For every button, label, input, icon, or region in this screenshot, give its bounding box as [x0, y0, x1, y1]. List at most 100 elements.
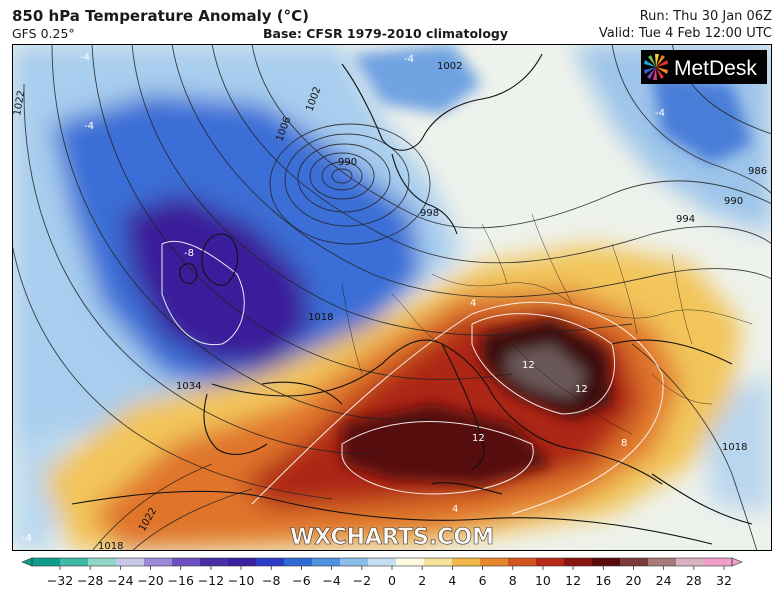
legend-tick-label: 8 — [509, 573, 517, 588]
legend-color-segment — [648, 558, 677, 566]
anomaly-label: -4 — [22, 533, 32, 544]
run-time-label: Run: Thu 30 Jan 06Z — [639, 9, 772, 24]
legend-tick-label: 32 — [716, 573, 732, 588]
anomaly-label: -8 — [184, 248, 194, 259]
legend-tick-label: 4 — [448, 573, 456, 588]
legend-color-segment — [60, 558, 89, 566]
color-legend: −32 −28 −24 −20 −16 −12 −10 −8 −6 −4 −2 0 2 4 6 8 10 12 16… — [21, 557, 743, 588]
cold-patch-east — [652, 74, 752, 164]
legend-color-segment — [172, 558, 201, 566]
isobar-label: 1018 — [722, 442, 747, 453]
isobar-label: 990 — [338, 157, 357, 168]
legend-tick-label: −24 — [107, 573, 133, 588]
isobar-label: 1034 — [176, 381, 201, 392]
isobar-label: 986 — [748, 166, 767, 177]
legend-tick-label: 20 — [626, 573, 642, 588]
legend-color-segment — [704, 558, 733, 566]
legend-outline — [31, 557, 733, 567]
anomaly-label: -4 — [655, 108, 665, 119]
legend-color-segment — [200, 558, 229, 566]
isobar-label: 1018 — [98, 541, 123, 551]
isobar-label: 998 — [420, 208, 439, 219]
legend-tick-label: −10 — [228, 573, 254, 588]
peak-anomaly-patch — [507, 344, 587, 399]
legend-color-segment — [116, 558, 145, 566]
anomaly-label: 4 — [452, 504, 458, 515]
metdesk-logo-text: MetDesk — [674, 57, 757, 80]
isobar-label: 1022 — [12, 90, 27, 117]
chart-title: 850 hPa Temperature Anomaly (°C) — [12, 7, 309, 25]
legend-color-segment — [424, 558, 453, 566]
deep-cold-core — [122, 194, 312, 364]
isobar-lines — [12, 44, 772, 551]
legend-tick-label: 2 — [418, 573, 426, 588]
anomaly-label: 8 — [621, 438, 627, 449]
legend-tick-label: −2 — [353, 573, 371, 588]
country-borders — [341, 213, 753, 435]
legend-tick-label: 28 — [686, 573, 702, 588]
legend-color-segment — [32, 558, 61, 566]
legend-tick-label: −16 — [168, 573, 194, 588]
coastlines — [71, 53, 753, 545]
isobar-label: 990 — [724, 196, 743, 207]
legend-color-segment — [564, 558, 593, 566]
legend-color-segment — [592, 558, 621, 566]
metdesk-logo: MetDesk — [641, 50, 767, 84]
anomaly-map: 1022 1002 1006 1002 990 998 1018 1034 99… — [12, 44, 772, 551]
legend-tick-label: −12 — [198, 573, 224, 588]
anomaly-label: 12 — [472, 433, 485, 444]
legend-tick-label: 10 — [535, 573, 551, 588]
legend-tick-label: −6 — [292, 573, 310, 588]
legend-arrow-right — [731, 557, 743, 567]
legend-color-segment — [508, 558, 537, 566]
map-frame — [12, 44, 772, 551]
legend-color-segment — [620, 558, 649, 566]
legend-color-segment — [368, 558, 397, 566]
model-label: GFS 0.25° — [12, 26, 75, 41]
legend-tick-label: −4 — [322, 573, 340, 588]
legend-tick-label: −32 — [47, 573, 73, 588]
legend-color-segment — [284, 558, 313, 566]
anomaly-label: -4 — [84, 121, 94, 132]
legend-tick-label: 12 — [565, 573, 581, 588]
legend-color-segment — [480, 558, 509, 566]
legend-tick-group: −32 −28 −24 −20 −16 −12 −10 −8 −6 −4 −2 0 2 4 6 8 10 12 16… — [47, 566, 732, 588]
legend-tick-label: −20 — [137, 573, 163, 588]
metdesk-logo-icon — [644, 54, 668, 80]
anomaly-label-group: -4 -4 -4 -8 4 12 12 12 8 4 -4 -4 — [22, 52, 665, 544]
anomaly-label: -4 — [404, 54, 414, 65]
legend-color-segment — [312, 558, 341, 566]
extreme-core-mediterranean — [342, 404, 552, 484]
legend-color-bar — [21, 557, 743, 567]
cool-region-southwest — [12, 424, 72, 551]
legend-tick-label: 0 — [388, 573, 396, 588]
legend-tick-label: 24 — [656, 573, 672, 588]
base-climatology-label: Base: CFSR 1979-2010 climatology — [263, 26, 509, 41]
isobar-label: 994 — [676, 214, 695, 225]
legend-color-segment — [452, 558, 481, 566]
cool-patch-scandinavia — [352, 44, 482, 114]
legend-color-segment — [144, 558, 173, 566]
legend-color-segment — [88, 558, 117, 566]
wxcharts-watermark: WXCHARTS.COM — [290, 525, 494, 550]
legend-tick-label: −28 — [77, 573, 103, 588]
legend-tick-label: 16 — [595, 573, 611, 588]
anomaly-label: -4 — [80, 52, 90, 63]
isobar-label: 1018 — [308, 312, 333, 323]
legend-color-segment — [676, 558, 705, 566]
legend-color-segment — [228, 558, 257, 566]
legend-tick-label: 6 — [479, 573, 487, 588]
legend-color-segment — [256, 558, 285, 566]
legend-tick-label: −8 — [262, 573, 280, 588]
legend-color-segment — [536, 558, 565, 566]
anomaly-label: 12 — [575, 384, 588, 395]
isobar-label: 1002 — [437, 61, 462, 72]
anomaly-contours — [161, 240, 664, 515]
anomaly-label: 4 — [470, 298, 476, 309]
anomaly-label: 12 — [522, 360, 535, 371]
legend-color-segment — [340, 558, 369, 566]
valid-time-label: Valid: Tue 4 Feb 12:00 UTC — [598, 26, 772, 41]
legend-color-segment — [396, 558, 425, 566]
legend-arrow-left — [21, 557, 33, 567]
